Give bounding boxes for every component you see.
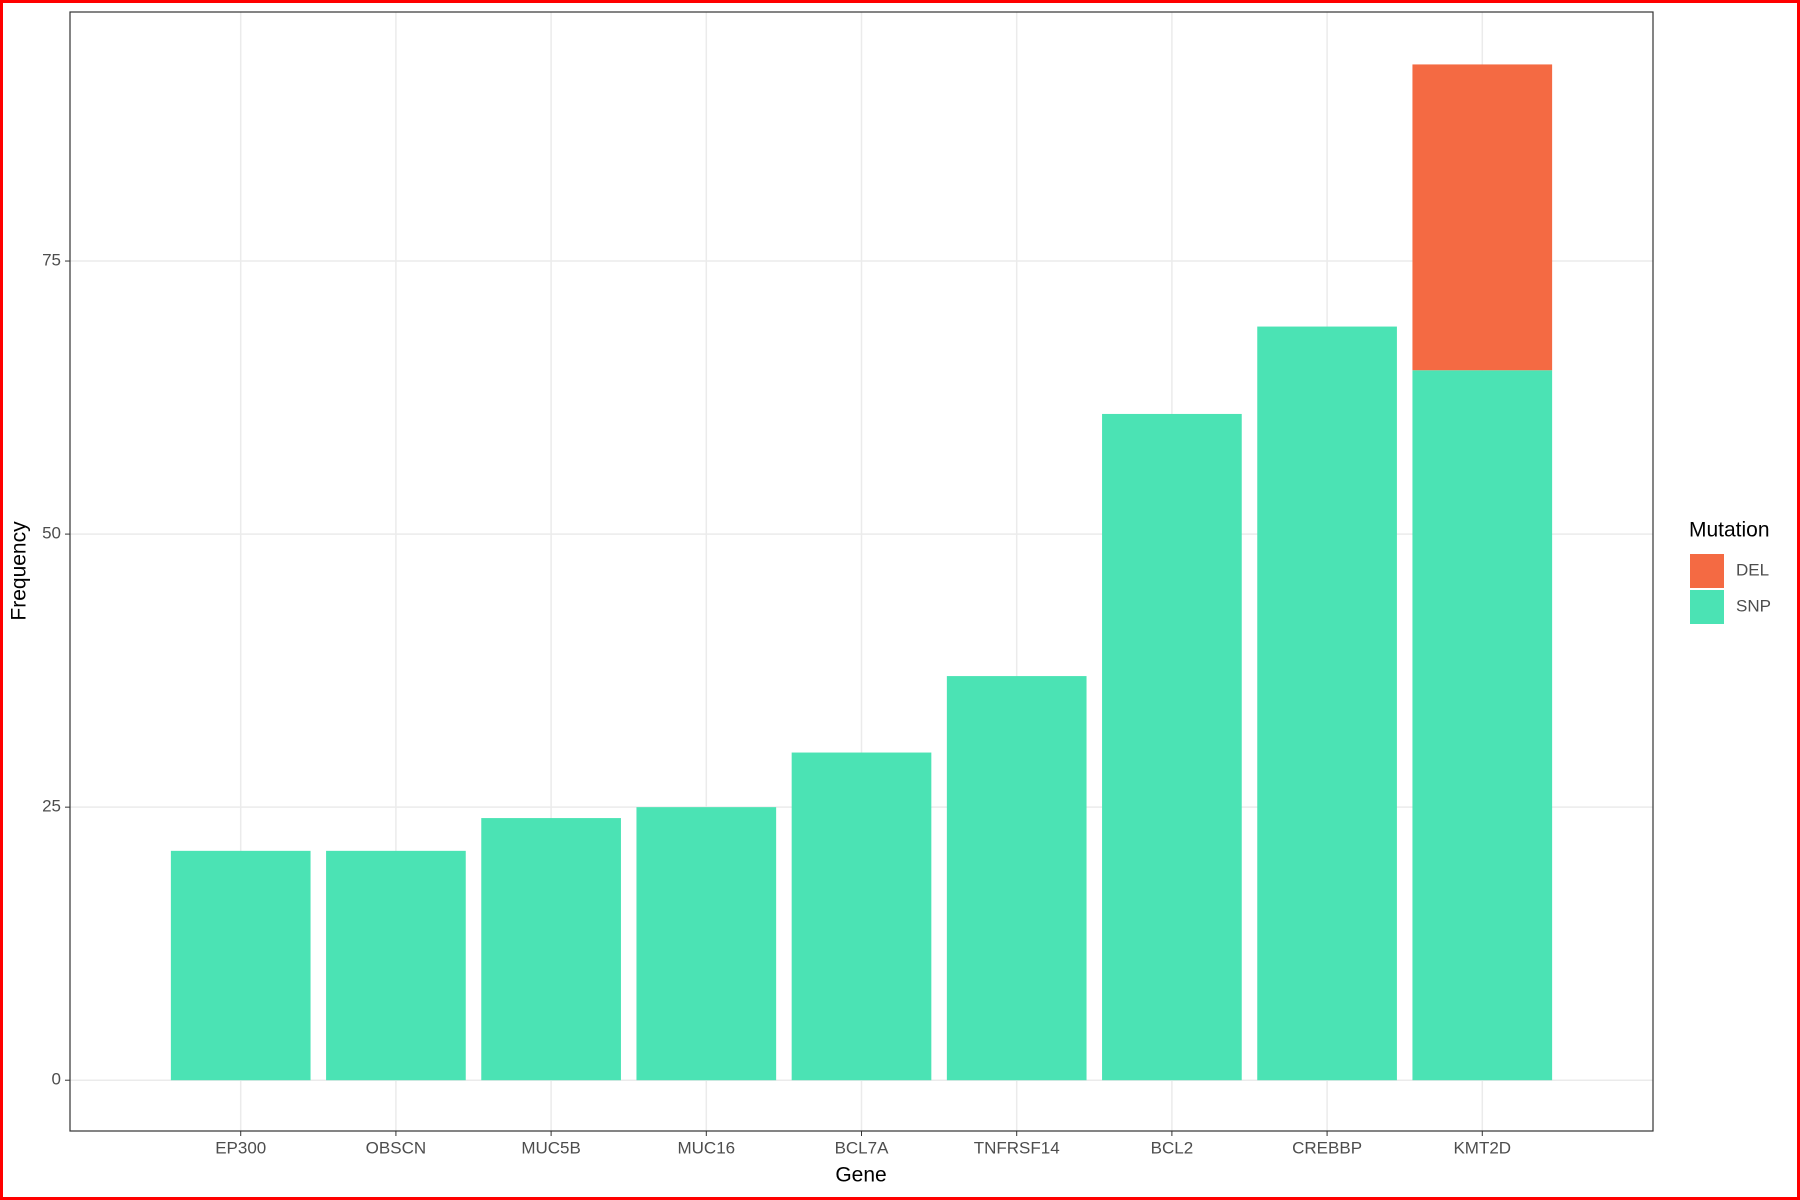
x-tick-label: BCL2 (1151, 1138, 1194, 1157)
bar-segment (791, 752, 932, 1081)
x-tick-label: BCL7A (835, 1138, 890, 1157)
legend-swatch (1690, 554, 1724, 588)
legend-swatch (1690, 590, 1724, 624)
bar-segment (946, 676, 1087, 1081)
x-tick-label: MUC5B (521, 1138, 581, 1157)
bar-segment (1257, 326, 1397, 1081)
x-tick-label: TNFRSF14 (974, 1138, 1060, 1157)
plot-border (69, 11, 1654, 1132)
bar-segment (1102, 413, 1242, 1081)
x-tick-label: OBSCN (366, 1138, 426, 1157)
y-tick-label: 50 (42, 524, 61, 543)
x-axis-title: Gene (835, 1164, 886, 1187)
bar-segment (326, 850, 466, 1081)
x-tick-label: EP300 (215, 1138, 266, 1157)
bar-segment (1412, 370, 1553, 1081)
bar-segment (1412, 64, 1553, 371)
legend-title: Mutation (1689, 519, 1770, 542)
bar-segment (636, 807, 777, 1081)
x-tick-label: MUC16 (677, 1138, 735, 1157)
y-tick-label: 75 (42, 251, 61, 270)
legend-label: DEL (1736, 560, 1769, 579)
x-tick-label: KMT2D (1453, 1138, 1511, 1157)
y-axis-title: Frequency (8, 521, 31, 621)
x-tick-label: CREBBP (1292, 1138, 1362, 1157)
bar-segment (170, 850, 311, 1081)
y-tick-label: 0 (52, 1070, 61, 1089)
bar-segment (481, 818, 621, 1081)
y-tick-label: 25 (42, 797, 61, 816)
legend-label: SNP (1736, 596, 1771, 615)
